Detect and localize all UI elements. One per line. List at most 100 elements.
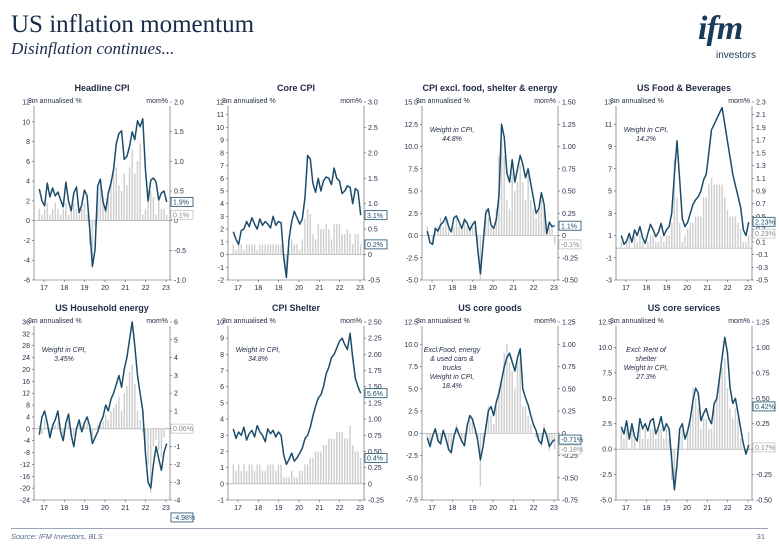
bar (269, 244, 272, 255)
left-tick-label: 9 (608, 144, 612, 151)
bar (673, 159, 676, 249)
right-tick-label: -0.25 (562, 453, 578, 460)
right-tick-label: 1.5 (756, 150, 766, 157)
right-tick-label: 3.0 (368, 100, 378, 107)
bar (469, 226, 471, 236)
bar (285, 254, 288, 275)
bar (346, 438, 349, 484)
line-series (232, 332, 362, 466)
bar (83, 425, 86, 429)
left-tick-label: 24 (22, 355, 30, 362)
bar (471, 419, 474, 434)
page-title: US inflation momentum (11, 11, 255, 38)
bar (553, 433, 556, 450)
x-tick-label: 22 (336, 285, 344, 292)
bar (500, 379, 503, 434)
left-tick-label: 10.0 (404, 144, 418, 151)
bar (322, 444, 325, 484)
bar (349, 234, 351, 255)
left-tick-label: -2 (24, 238, 30, 245)
bar (251, 244, 253, 255)
bar (482, 433, 484, 443)
bar (43, 419, 46, 429)
bar (155, 214, 157, 221)
bar (131, 364, 133, 429)
left-tick-label: 4 (220, 201, 224, 208)
bar (253, 244, 256, 255)
bar (503, 155, 505, 236)
right-tick-label: 2 (174, 391, 178, 398)
bar (676, 197, 678, 249)
left-tick-label: 0.0 (602, 447, 612, 454)
bar (543, 208, 545, 236)
bar (317, 224, 319, 255)
value-callout-box (752, 216, 776, 227)
bar (522, 182, 524, 236)
bar (708, 428, 710, 450)
value-callout: -0.71% (561, 437, 583, 444)
bar (697, 216, 699, 249)
right-tick-label: 2.25 (368, 336, 382, 343)
left-tick-label: 2.5 (602, 421, 612, 428)
bar (293, 477, 296, 484)
bar (692, 222, 694, 249)
bar (628, 449, 631, 450)
bar (490, 226, 492, 236)
left-tick-label: -4 (24, 258, 30, 265)
bar (259, 464, 261, 484)
bar (692, 388, 694, 450)
bar (157, 196, 160, 221)
left-tick-label: 4 (26, 414, 30, 421)
left-tick-label: 10 (216, 125, 224, 132)
left-tick-label: 4 (220, 417, 224, 424)
value-callout: -0.18% (561, 447, 583, 454)
bar (349, 425, 351, 484)
bar (641, 241, 644, 249)
bar (732, 216, 734, 249)
right-tick-label: 0.7 (756, 201, 766, 208)
right-tick-label: 1.50 (562, 100, 576, 107)
bar (73, 202, 75, 221)
chart-title: Core CPI (277, 83, 315, 93)
left-tick-label: 5 (608, 189, 612, 196)
x-tick-label: 20 (295, 285, 303, 292)
left-tick-label: 7 (608, 166, 612, 173)
line-series (620, 336, 750, 491)
left-tick-label: 7.5 (408, 364, 418, 371)
right-tick-label: 1.25 (368, 400, 382, 407)
left-tick-label: 10.0 (598, 345, 612, 352)
bar (46, 427, 49, 429)
bar (737, 222, 739, 249)
bar (102, 196, 104, 221)
bar (264, 470, 266, 484)
bar (57, 421, 59, 429)
bar (346, 229, 349, 255)
page-number: 31 (756, 532, 765, 541)
left-tick-label: 10.0 (404, 342, 418, 349)
bar (429, 235, 431, 236)
bar (75, 208, 78, 221)
right-tick-label: -4 (174, 498, 180, 505)
bar (729, 216, 731, 249)
right-axis-label: mom% (146, 318, 168, 325)
left-axis-label: 3m annualised % (610, 98, 664, 105)
x-tick-label: 23 (744, 285, 752, 292)
left-tick-label: 0 (220, 481, 224, 488)
bar (304, 218, 306, 255)
bar (107, 196, 110, 221)
weight-annotation: Weight in CPI, (624, 127, 669, 134)
right-tick-label: 2.00 (368, 352, 382, 359)
bar (277, 244, 280, 255)
x-tick-label: 21 (121, 505, 129, 512)
bar (81, 208, 83, 221)
value-callout: 0.17% (755, 445, 775, 452)
bar (668, 438, 670, 450)
right-tick-label: 0.5 (368, 227, 378, 234)
left-tick-label: 16 (22, 379, 30, 386)
bar (729, 408, 731, 450)
left-tick-label: 3 (220, 214, 224, 221)
right-tick-label: -0.3 (756, 265, 768, 272)
bar (527, 415, 529, 434)
